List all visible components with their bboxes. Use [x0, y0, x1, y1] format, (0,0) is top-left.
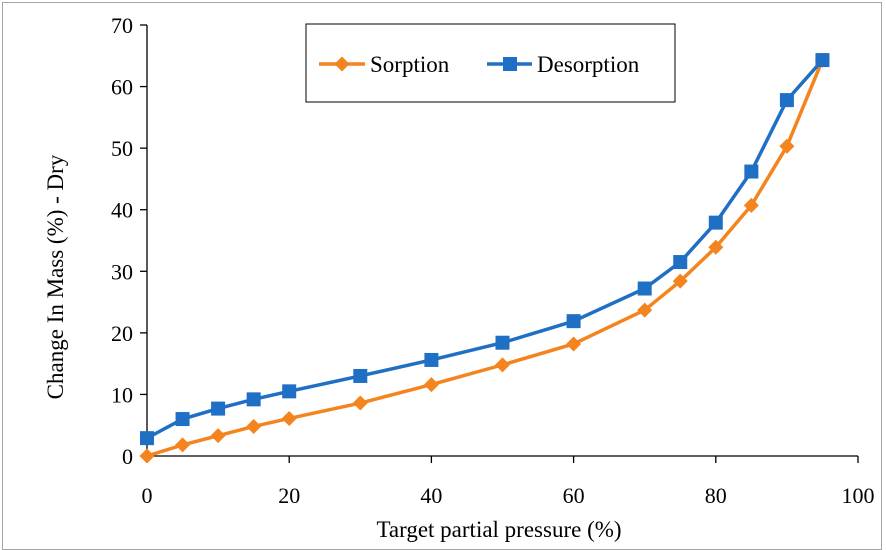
- data-point-desorption: [246, 392, 261, 407]
- y-tick-label: 40: [111, 198, 133, 223]
- legend-item-desorption: Desorption: [487, 52, 640, 77]
- legend-marker-desorption: [503, 57, 517, 71]
- x-tick-label: 60: [563, 483, 585, 508]
- data-point-sorption: [246, 418, 262, 434]
- x-tick-label: 80: [705, 483, 727, 508]
- data-point-desorption: [815, 53, 830, 68]
- series-desorption: [140, 53, 830, 446]
- y-tick-label: 70: [111, 13, 133, 38]
- x-tick-label: 40: [420, 483, 442, 508]
- y-tick-label: 20: [111, 321, 133, 346]
- data-point-sorption: [175, 437, 191, 453]
- data-point-sorption: [708, 239, 724, 255]
- y-tick-label: 60: [111, 75, 133, 100]
- data-point-sorption: [139, 448, 155, 464]
- data-point-sorption: [210, 428, 226, 444]
- y-ticks: 0 10 20 30 40 50 60 70: [111, 13, 147, 469]
- x-tick-label: 0: [142, 483, 153, 508]
- data-point-desorption: [211, 401, 226, 416]
- y-tick-label: 10: [111, 382, 133, 407]
- data-point-sorption: [779, 138, 795, 154]
- data-point-desorption: [708, 215, 723, 230]
- y-tick-label: 50: [111, 136, 133, 161]
- x-tick-label: 20: [278, 483, 300, 508]
- data-point-sorption: [495, 357, 510, 373]
- data-point-desorption: [175, 412, 190, 427]
- data-point-desorption: [140, 431, 154, 446]
- data-point-desorption: [779, 93, 794, 108]
- series-layer: [139, 52, 830, 464]
- data-point-sorption: [637, 302, 653, 318]
- data-point-sorption: [672, 273, 688, 289]
- legend-marker-sorption: [334, 56, 350, 72]
- legend: Sorption Desorption: [305, 23, 676, 103]
- data-point-desorption: [673, 255, 688, 270]
- y-tick-label: 0: [122, 444, 133, 469]
- data-point-desorption: [495, 335, 510, 350]
- series-sorption: [139, 52, 830, 464]
- data-point-desorption: [744, 164, 759, 179]
- data-point-desorption: [424, 352, 439, 367]
- y-tick-label: 30: [111, 259, 133, 284]
- y-axis-title: Change In Mass (%) - Dry: [43, 154, 68, 399]
- x-ticks: 0 20 40 60 80 100: [142, 456, 875, 508]
- data-point-sorption: [423, 377, 439, 393]
- data-point-sorption: [352, 395, 368, 411]
- data-point-desorption: [566, 314, 581, 329]
- x-tick-label: 100: [842, 483, 875, 508]
- axes: [146, 25, 858, 457]
- x-axis-title: Target partial pressure (%): [376, 517, 621, 542]
- legend-item-sorption: Sorption: [319, 52, 450, 77]
- legend-label-sorption: Sorption: [370, 52, 450, 77]
- data-point-desorption: [637, 281, 652, 296]
- data-point-sorption: [281, 410, 297, 426]
- data-point-sorption: [743, 197, 759, 213]
- data-point-desorption: [353, 368, 368, 383]
- data-point-sorption: [566, 336, 582, 352]
- data-point-desorption: [282, 384, 297, 399]
- legend-label-desorption: Desorption: [537, 52, 640, 77]
